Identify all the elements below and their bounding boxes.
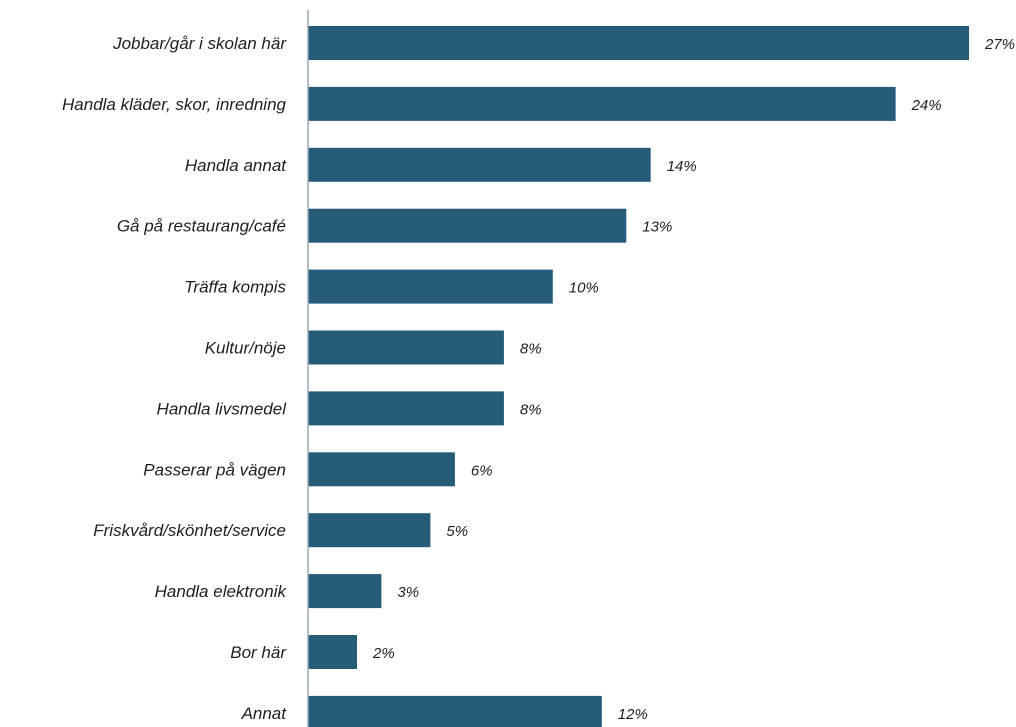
bar: [308, 635, 357, 669]
category-label: Kultur/nöje: [205, 339, 286, 358]
value-label: 10%: [569, 280, 599, 297]
bar: [308, 391, 504, 426]
value-label: 6%: [471, 462, 493, 479]
bar: [308, 208, 627, 243]
category-label: Bor här: [230, 643, 287, 662]
value-label: 8%: [520, 341, 542, 358]
bars-group: [308, 26, 969, 727]
category-label: Passerar på vägen: [143, 460, 286, 479]
value-label: 14%: [667, 158, 697, 175]
category-label: Träffa kompis: [184, 278, 286, 297]
bar: [308, 269, 553, 304]
category-label: Handla livsmedel: [157, 399, 288, 418]
bar: [308, 330, 504, 365]
value-label: 3%: [397, 584, 419, 601]
bar: [308, 26, 969, 60]
bar: [308, 513, 431, 548]
bar: [308, 574, 382, 609]
bar: [308, 86, 896, 121]
value-labels-group: 27% 24% 14% 13% 10% 8% 8% 6% 5% 3% 2% 12%: [372, 36, 1015, 723]
value-label: 5%: [446, 523, 468, 540]
value-label: 27%: [984, 36, 1015, 53]
category-label: Handla elektronik: [155, 582, 288, 601]
bar: [308, 147, 651, 182]
category-label: Annat: [241, 704, 288, 723]
value-label: 12%: [618, 706, 648, 723]
bar: [308, 452, 455, 487]
value-label: 8%: [520, 401, 542, 418]
category-label: Handla kläder, skor, inredning: [62, 95, 287, 114]
value-label: 13%: [642, 219, 672, 236]
category-label: Jobbar/går i skolan här: [112, 34, 287, 53]
category-labels-group: Jobbar/går i skolan här Handla kläder, sk…: [62, 34, 287, 723]
value-label: 24%: [911, 97, 942, 114]
category-label: Handla annat: [185, 156, 287, 175]
bar: [308, 695, 602, 727]
category-label: Gå på restaurang/café: [117, 217, 286, 236]
value-label: 2%: [372, 645, 395, 662]
category-label: Friskvård/skönhet/service: [93, 521, 286, 540]
